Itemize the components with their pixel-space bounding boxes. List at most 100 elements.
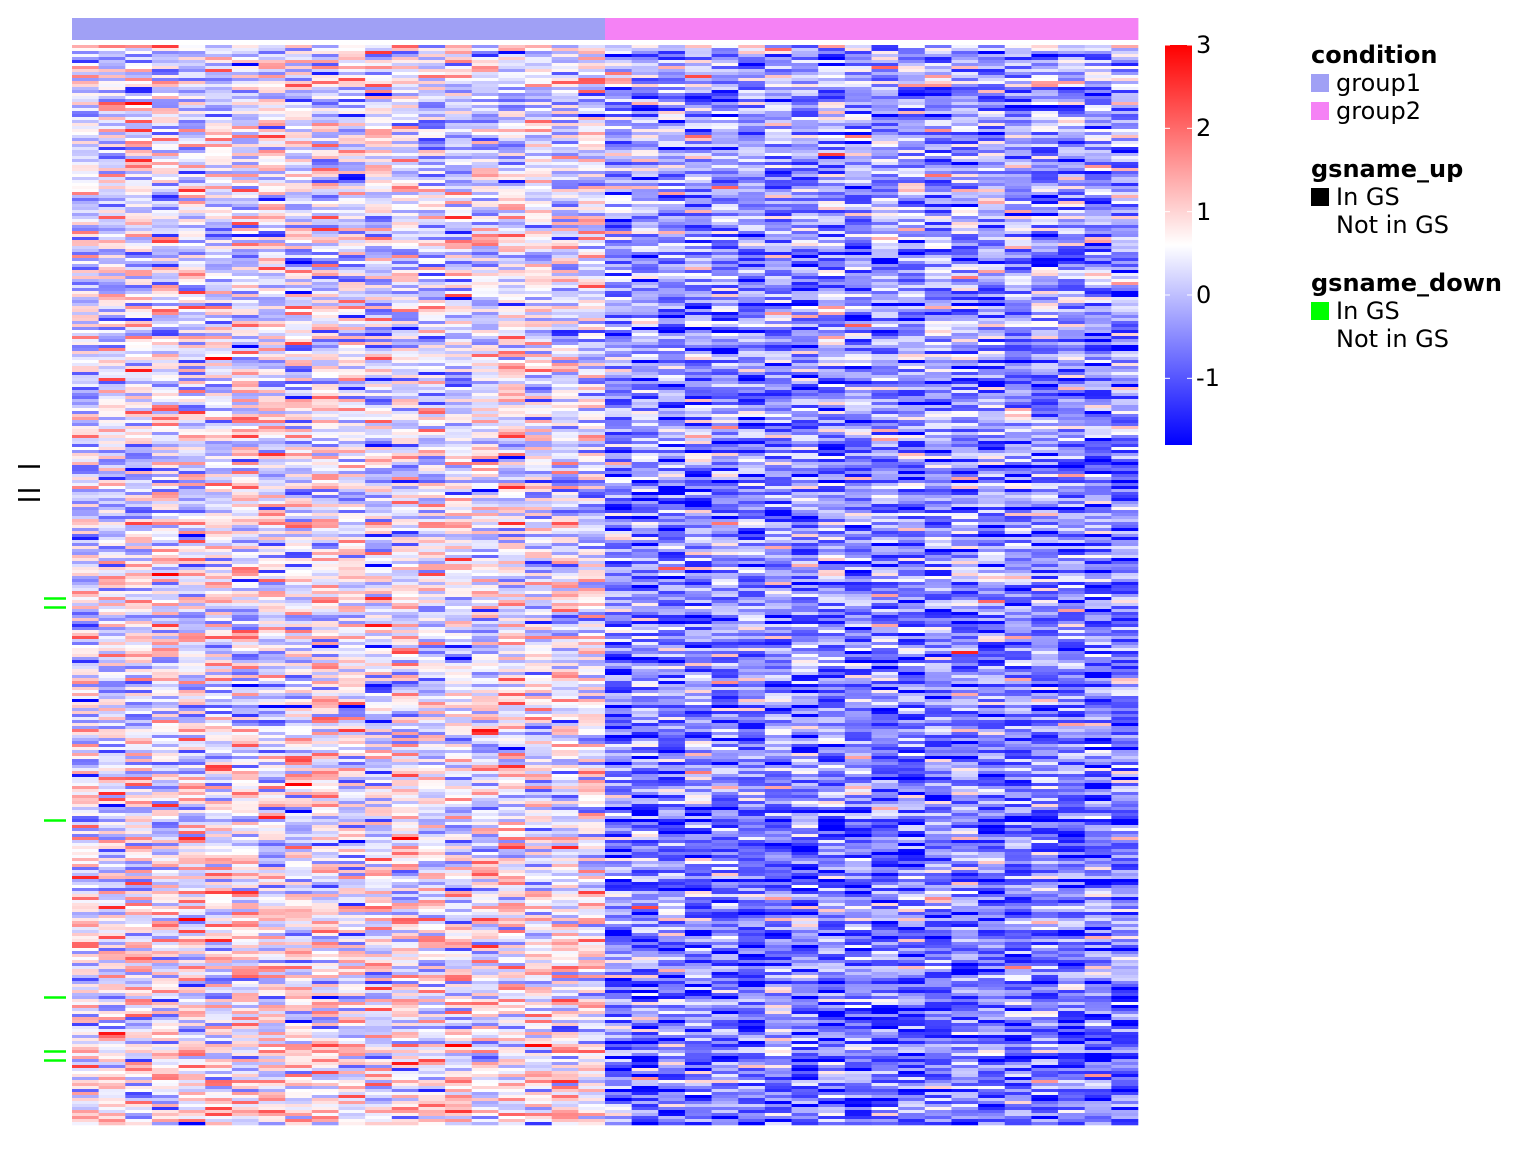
heatmap-cell xyxy=(738,117,766,121)
heatmap-cell xyxy=(1111,279,1139,283)
heatmap-cell xyxy=(258,141,286,145)
heatmap-cell xyxy=(151,60,179,64)
heatmap-cell xyxy=(525,339,552,343)
condition-cell-group1 xyxy=(418,18,446,40)
heatmap-cell xyxy=(98,228,126,232)
heatmap-cell xyxy=(178,210,206,214)
heatmap-cell xyxy=(178,405,206,409)
heatmap-cell xyxy=(551,282,579,286)
heatmap-cell xyxy=(924,150,952,154)
heatmap-cell xyxy=(738,87,766,91)
heatmap-cell xyxy=(151,75,179,79)
heatmap-cell xyxy=(551,231,579,235)
heatmap-cell xyxy=(391,75,419,79)
heatmap-cell xyxy=(311,342,339,346)
heatmap-cell xyxy=(525,147,552,151)
heatmap-cell xyxy=(72,102,99,106)
heatmap-cell xyxy=(445,237,473,241)
heatmap-cell xyxy=(1058,387,1085,391)
heatmap-cell xyxy=(1111,171,1139,175)
heatmap-cell xyxy=(1004,228,1032,232)
heatmap-cell xyxy=(72,294,99,298)
heatmap-cell xyxy=(1111,153,1139,157)
heatmap-cell xyxy=(471,177,499,181)
heatmap-cell xyxy=(711,111,739,115)
heatmap-cell xyxy=(605,159,632,163)
condition-cell-group2 xyxy=(924,18,952,40)
heatmap-cell xyxy=(818,240,846,244)
heatmap-cell xyxy=(311,297,339,301)
heatmap-cell xyxy=(578,369,606,373)
heatmap-cell xyxy=(311,159,339,163)
condition-cell-group1 xyxy=(258,18,286,40)
heatmap-cell xyxy=(418,72,446,76)
heatmap-cell xyxy=(711,138,739,142)
heatmap-cell xyxy=(871,201,899,205)
heatmap-cell xyxy=(151,303,179,307)
heatmap-cell xyxy=(1084,396,1112,400)
heatmap-cell xyxy=(338,243,366,247)
heatmap-cell xyxy=(365,135,393,139)
heatmap-cell xyxy=(871,87,899,91)
heatmap-cell xyxy=(951,108,979,112)
heatmap-cell xyxy=(844,384,872,388)
heatmap-cell xyxy=(1058,372,1085,376)
heatmap-cell xyxy=(578,264,606,268)
heatmap-cell xyxy=(338,264,366,268)
heatmap-cell xyxy=(285,108,313,112)
heatmap-cell xyxy=(978,297,1006,301)
heatmap-cell xyxy=(818,228,846,232)
heatmap-cell xyxy=(898,267,926,271)
heatmap-cell xyxy=(1058,378,1085,382)
heatmap-cell xyxy=(551,75,579,79)
heatmap-cell xyxy=(951,162,979,166)
heatmap-cell xyxy=(471,96,499,100)
heatmap-cell xyxy=(72,63,99,67)
heatmap-cell xyxy=(578,159,606,163)
heatmap-cell xyxy=(98,105,126,109)
heatmap-cell xyxy=(1031,111,1059,115)
heatmap-cell xyxy=(631,192,659,196)
heatmap-cell xyxy=(1058,345,1085,349)
heatmap-cell xyxy=(498,288,526,292)
heatmap-cell xyxy=(285,156,313,160)
heatmap-cell xyxy=(924,78,952,82)
heatmap-cell xyxy=(1058,363,1085,367)
heatmap-cell xyxy=(1031,399,1059,403)
heatmap-cell xyxy=(1111,45,1139,49)
heatmap-cell xyxy=(1058,324,1085,328)
heatmap-cell xyxy=(1111,96,1139,100)
heatmap-cell xyxy=(738,336,766,340)
heatmap-cell xyxy=(658,222,686,226)
heatmap-cell xyxy=(205,279,233,283)
heatmap-cell xyxy=(578,297,606,301)
heatmap-cell xyxy=(151,186,179,190)
heatmap-cell xyxy=(924,207,952,211)
heatmap-cell xyxy=(1004,333,1032,337)
heatmap-cell xyxy=(578,216,606,220)
heatmap-cell xyxy=(365,339,393,343)
heatmap-cell xyxy=(498,291,526,295)
heatmap-cell xyxy=(1084,237,1112,241)
heatmap-cell xyxy=(72,141,99,145)
heatmap-cell xyxy=(151,219,179,223)
heatmap-cell xyxy=(445,204,473,208)
heatmap-cell xyxy=(231,204,259,208)
heatmap-cell xyxy=(578,108,606,112)
heatmap-cell xyxy=(1111,396,1139,400)
heatmap-cell xyxy=(72,216,99,220)
heatmap-cell xyxy=(178,120,206,124)
heatmap-cell xyxy=(871,213,899,217)
heatmap-cell xyxy=(445,372,473,376)
heatmap-cell xyxy=(791,195,819,199)
heatmap-cell xyxy=(951,351,979,355)
heatmap-cell xyxy=(791,180,819,184)
heatmap-cell xyxy=(151,66,179,70)
heatmap-cell xyxy=(72,333,99,337)
heatmap-cell xyxy=(871,168,899,172)
heatmap-cell xyxy=(951,336,979,340)
heatmap-cell xyxy=(1031,150,1059,154)
heatmap-cell xyxy=(791,231,819,235)
heatmap-cell xyxy=(1058,402,1085,406)
heatmap-cell xyxy=(578,288,606,292)
